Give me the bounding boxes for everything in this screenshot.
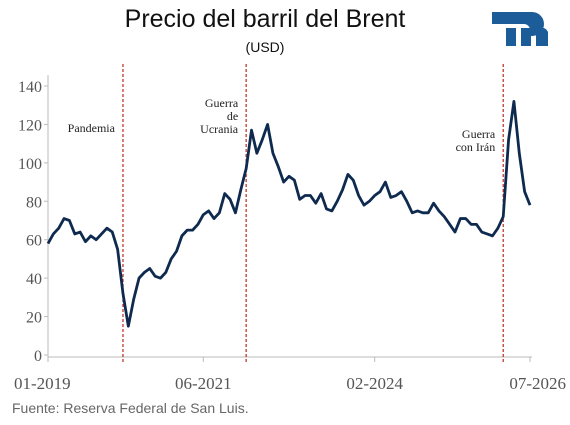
x-tick-label: 02-2024 [346,374,403,393]
x-tick-label: 06-2021 [175,374,232,393]
logo [492,12,548,46]
event-label: Ucrania [200,122,239,136]
price-line [46,99,532,328]
logo-shape [536,28,548,46]
y-tick-label: 60 [26,233,42,250]
chart-subtitle: (USD) [246,39,285,55]
event-label: de [227,109,238,123]
logo-shape [506,28,516,46]
event-label: con Irán [456,140,496,154]
y-tick-label: 140 [18,79,42,96]
chart-title: Precio del barril del Brent [125,5,406,33]
y-tick-label: 20 [26,310,42,327]
logo-shape [521,28,531,46]
event-label: Pandemia [68,121,116,135]
event-label: Guerra [462,127,496,141]
source: Fuente: Reserva Federal de San Luis. [12,400,249,416]
x-tick-label: 01-2019 [14,374,71,393]
y-tick-label: 0 [34,348,42,365]
y-tick-label: 80 [26,194,42,211]
x-tick-label: 07-2026 [509,374,566,393]
y-tick-label: 100 [18,156,42,173]
y-tick-label: 120 [18,117,42,134]
y-tick-label: 40 [26,271,42,288]
event-label: Guerra [205,96,239,110]
